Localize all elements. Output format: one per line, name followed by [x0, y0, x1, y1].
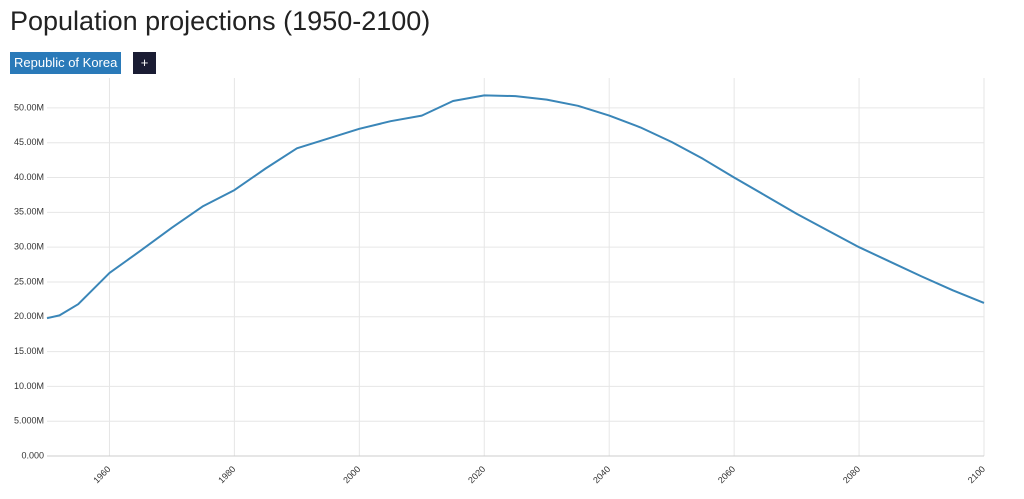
x-tick-label: 2100 — [966, 464, 987, 485]
country-button[interactable]: Republic of Korea — [10, 52, 122, 74]
y-tick-label: 5.000M — [14, 416, 44, 426]
y-tick-label: 40.00M — [14, 172, 44, 182]
x-tick-label: 2040 — [591, 464, 612, 485]
y-tick-label: 45.00M — [14, 137, 44, 147]
y-tick-label: 25.00M — [14, 276, 44, 286]
y-tick-label: 15.00M — [14, 346, 44, 356]
x-tick-label: 2000 — [341, 464, 362, 485]
x-tick-label: 2020 — [466, 464, 487, 485]
y-tick-label: 50.00M — [14, 102, 44, 112]
y-tick-label: 10.00M — [14, 381, 44, 391]
y-tick-label: 30.00M — [14, 242, 44, 252]
series-line — [46, 94, 985, 320]
x-tick-label: 1960 — [91, 464, 112, 485]
y-tick-label: 20.00M — [14, 311, 44, 321]
y-tick-label: 35.00M — [14, 207, 44, 217]
add-button[interactable]: + — [133, 52, 156, 74]
x-tick-label: 1980 — [216, 464, 237, 485]
y-tick-label: 0.000 — [21, 450, 44, 460]
chart-title: Population projections (1950-2100) — [10, 6, 431, 36]
x-tick-label: 2080 — [841, 464, 862, 485]
x-tick-label: 2060 — [716, 464, 737, 485]
